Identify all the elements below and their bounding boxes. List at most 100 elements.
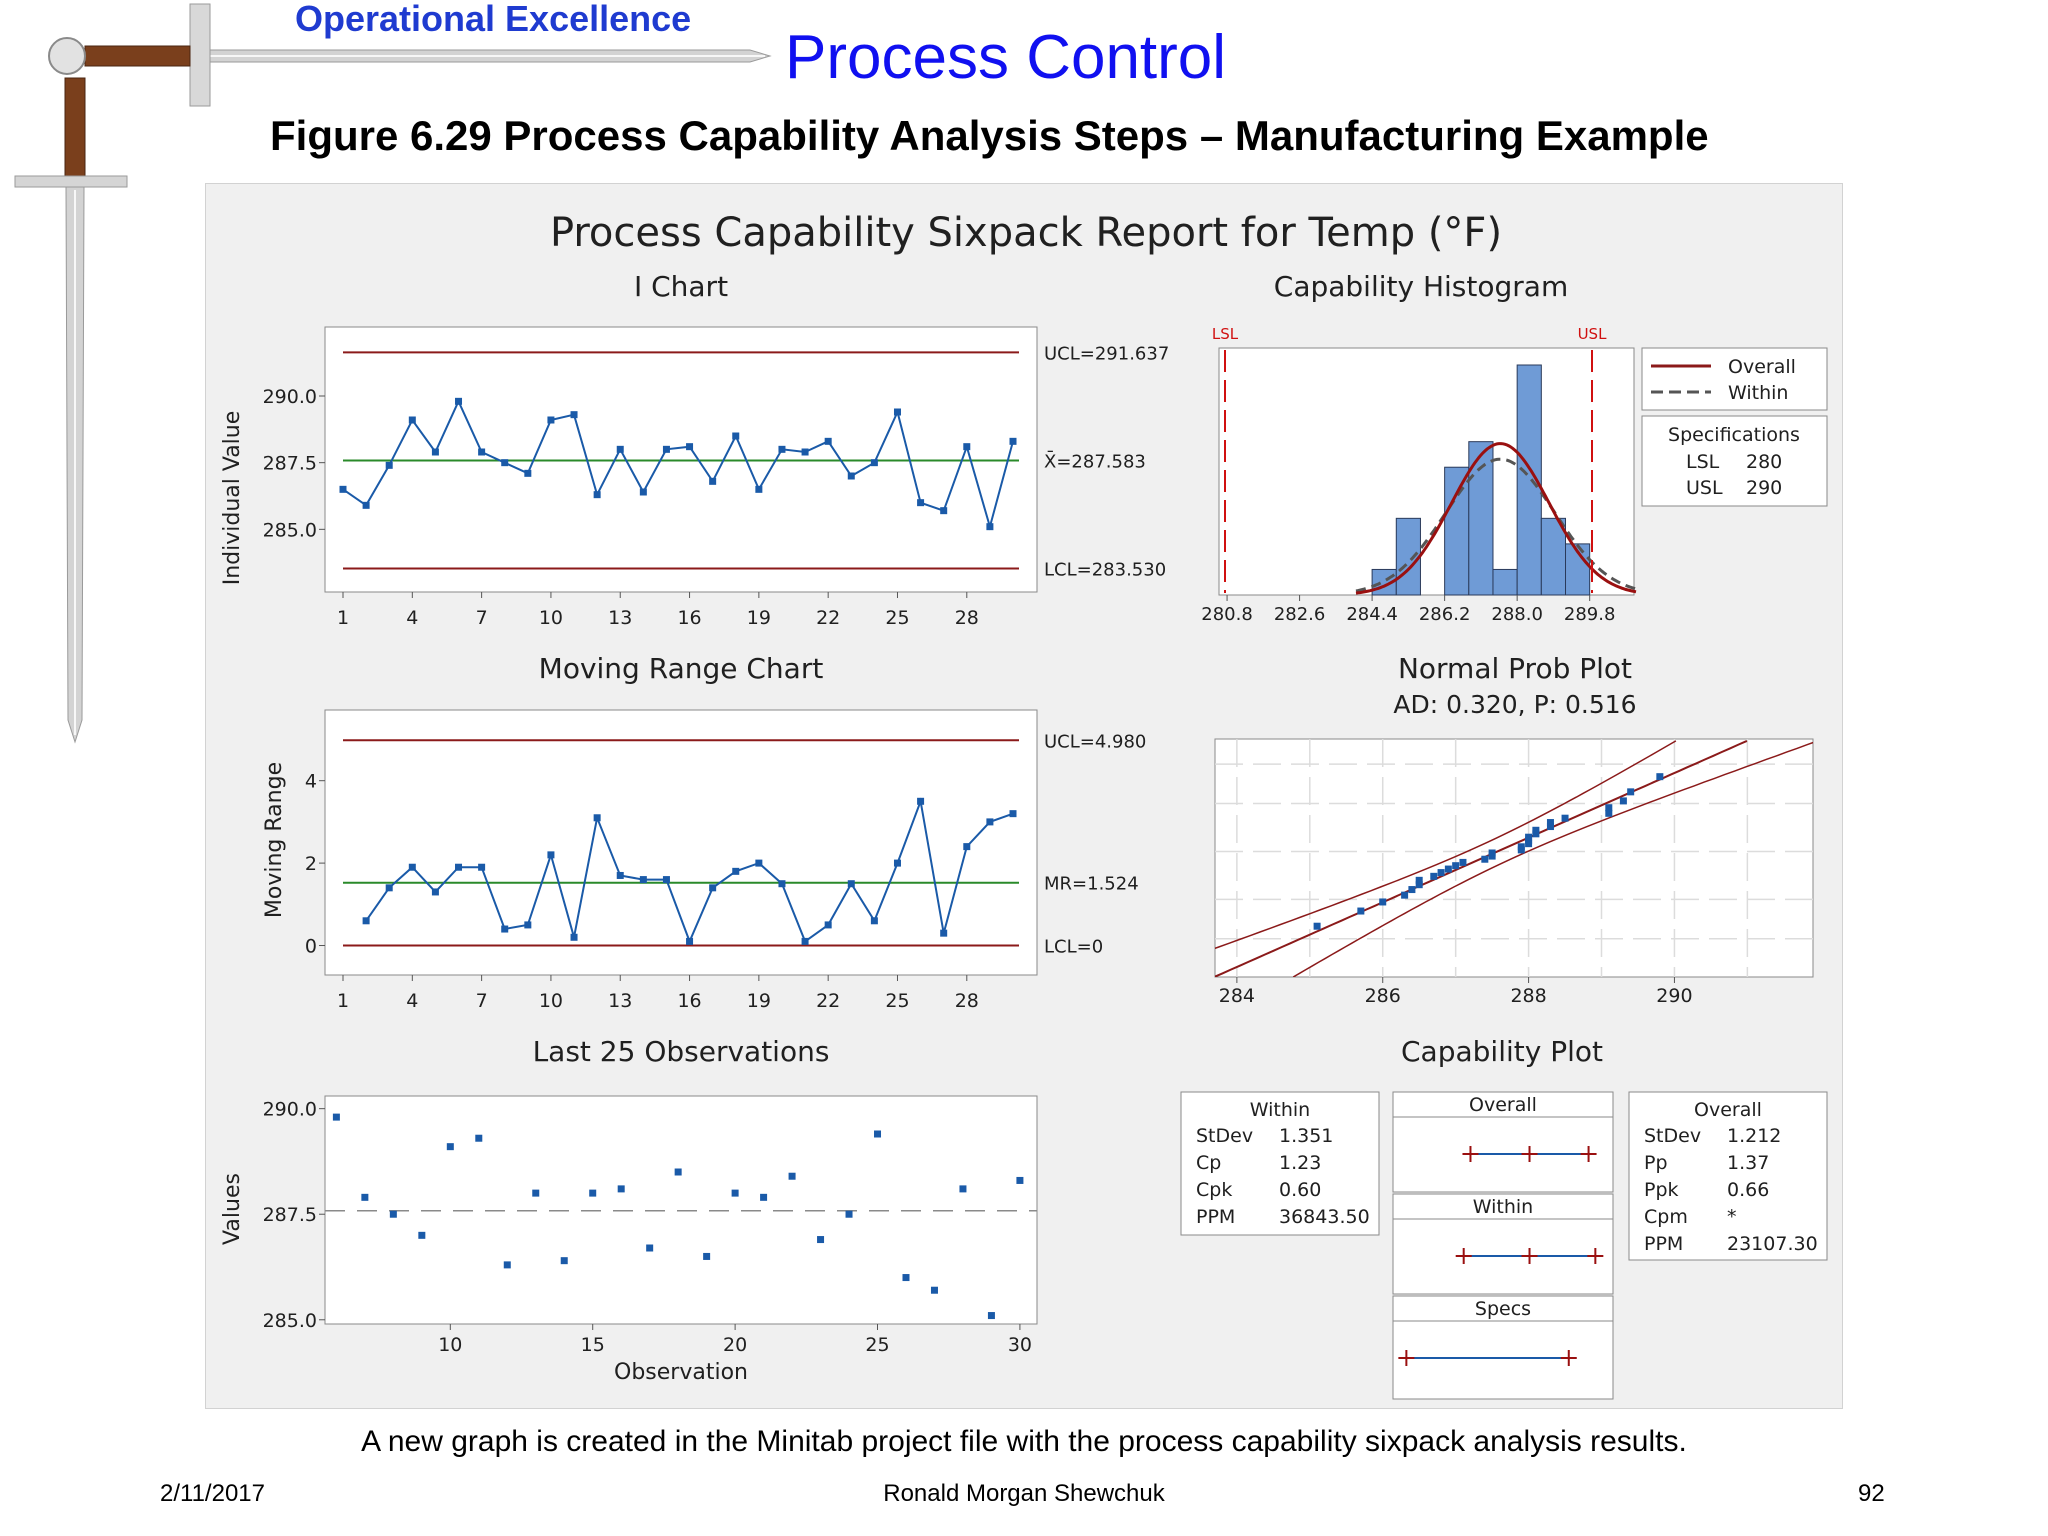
probplot-point [1517,843,1525,851]
probplot-point [1525,833,1533,841]
i-chart-point [478,448,486,456]
mr-chart-ytick-label: 0 [305,936,317,958]
spec-usl-label: USL [1686,477,1723,499]
specifications-box: Specifications LSL 280 USL 290 [1641,415,1828,507]
mr-chart-point [616,871,624,879]
probplot-xtick-label: 290 [1656,985,1692,1007]
probplot-point [1546,823,1554,831]
figure-title: Figure 6.29 Process Capability Analysis … [270,112,1709,159]
mr-chart-point [755,859,763,867]
slide-title: Process Control [785,23,1227,92]
i-chart-xtick-label: 22 [816,607,840,629]
probplot-xtick-label: 288 [1510,985,1546,1007]
probplot-point [1619,797,1627,805]
mr-chart-point [986,818,994,826]
overall-stats-table: Overall StDev 1.212 Pp 1.37 Ppk 0.66 Cpm… [1628,1091,1828,1261]
i-chart-ytick-label: 290.0 [263,386,317,408]
mr-chart-xtick-label: 10 [539,990,563,1012]
mr-chart-point [732,867,740,875]
histogram-xtick-label: 280.8 [1201,604,1253,625]
overall-interval-label: Overall [1469,1094,1537,1116]
mr-chart-point [362,917,370,925]
last25-point [589,1189,597,1197]
spec-lsl-value: 280 [1746,451,1782,473]
probplot-point [1605,809,1613,817]
last25-point [902,1274,910,1282]
i-chart-ytick-label: 287.5 [263,453,317,475]
last25-point [731,1189,739,1197]
i-chart-xtick-label: 25 [885,607,909,629]
i-chart-xtick-label: 7 [476,607,488,629]
mr-chart-point [570,933,578,941]
last25-ytick-label: 287.5 [263,1204,317,1226]
last25-point [930,1286,938,1294]
probplot-point [1532,830,1540,838]
last25-point [674,1168,682,1176]
histogram-legend: Overall Within [1641,347,1828,411]
i-chart-point [986,523,994,531]
histogram-xtick-label: 284.4 [1346,604,1398,625]
last25-point [845,1210,853,1218]
last25-point [446,1143,454,1151]
mr-chart-point [593,814,601,822]
last25-point [475,1134,483,1142]
overall-stdev-label: StDev [1644,1125,1701,1147]
mr-chart-xtick-label: 28 [955,990,979,1012]
i-chart-title: I Chart [634,270,728,303]
last25-point [959,1185,967,1193]
histogram-title: Capability Histogram [1274,270,1568,303]
last25-point [418,1231,426,1239]
i-chart-point [732,432,740,440]
overall-ppk-label: Ppk [1644,1179,1679,1201]
probplot-point [1401,891,1409,899]
probplot-ci-upper [1215,740,1677,950]
mr-chart-point [686,937,694,945]
i-chart-point [1009,437,1017,445]
i-chart-xtick-label: 16 [677,607,701,629]
last25-point [389,1210,397,1218]
mr-chart-lcl-label: LCL=0 [1044,937,1103,958]
i-chart-point [686,443,694,451]
probplot-point [1488,849,1496,857]
probplot-ci-lower [1292,741,1813,977]
probplot-point [1357,907,1365,915]
i-chart-point [570,411,578,419]
i-chart-point [893,408,901,416]
slide-caption: A new graph is created in the Minitab pr… [361,1425,1687,1458]
mr-chart-title: Moving Range Chart [539,652,824,685]
overall-curve [1355,442,1637,595]
mr-chart-xtick-label: 22 [816,990,840,1012]
capability-plot-title: Capability Plot [1401,1035,1603,1068]
last25-xtick-label: 20 [723,1334,747,1356]
probplot-xtick-label: 286 [1365,985,1401,1007]
mr-chart-xtick-label: 7 [476,990,488,1012]
last25-point [617,1185,625,1193]
mr-chart-xtick-label: 19 [747,990,771,1012]
overall-table-title: Overall [1694,1099,1762,1121]
within-cpk-value: 0.60 [1279,1179,1321,1201]
within-interval-label: Within [1473,1196,1533,1218]
i-chart-point [339,485,347,493]
i-chart-point [639,488,647,496]
within-cp-value: 1.23 [1279,1152,1321,1174]
mr-chart-ytick-label: 4 [305,771,317,793]
mr-chart-ylabel: Moving Range [262,762,287,918]
sixpack-report-svg: Process Capability Sixpack Report for Te… [220,210,1828,1400]
histogram-xtick-label: 289.8 [1564,604,1616,625]
probplot-point [1444,865,1452,873]
mr-chart-point [501,925,509,933]
mr-chart-point [870,917,878,925]
probplot-xtick-label: 284 [1219,985,1255,1007]
mr-chart-xtick-label: 16 [677,990,701,1012]
i-chart-ucl-label: UCL=291.637 [1044,343,1169,364]
legend-within: Within [1728,382,1788,404]
histogram-bar [1540,517,1567,596]
last25-point [646,1244,654,1252]
mr-chart-point [824,921,832,929]
i-chart-point [662,445,670,453]
probplot-point [1605,804,1613,812]
overall-pp-value: 1.37 [1727,1152,1769,1174]
sixpack-report-panel: Process Capability Sixpack Report for Te… [205,183,1843,1409]
probplot-point [1532,826,1540,834]
mr-chart-point [408,863,416,871]
